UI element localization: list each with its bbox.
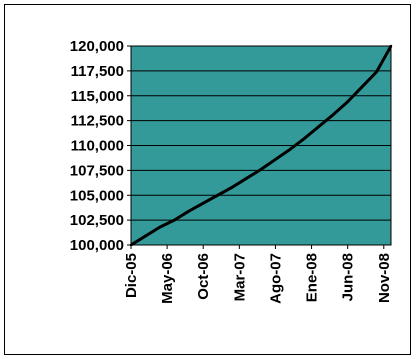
y-tick-label: 112,500 (71, 113, 124, 130)
x-axis-ticks: Dic-05 May-06 Oct-06 Mar-07 Ago-07 Ene-08 Jun-… (123, 245, 393, 304)
data-point (129, 243, 133, 247)
x-tick-label: Dic-05 (123, 253, 140, 298)
data-point (259, 168, 263, 171)
data-point (158, 225, 162, 229)
data-point (360, 85, 364, 88)
data-point (187, 209, 190, 213)
series-layer (129, 44, 393, 247)
data-point (245, 177, 248, 180)
x-tick-label: Jun-08 (340, 253, 357, 301)
x-tick-label: Nov-08 (376, 253, 393, 303)
data-point (274, 158, 277, 161)
y-tick-label: 102,500 (70, 212, 124, 229)
data-point (346, 100, 349, 103)
x-tick-label: Ago-07 (267, 253, 284, 304)
data-point (389, 44, 393, 48)
data-point (173, 218, 176, 222)
y-tick-label: 107,500 (70, 162, 124, 179)
data-point (216, 194, 219, 197)
x-tick-label: Oct-06 (195, 253, 212, 300)
data-point (202, 202, 205, 205)
x-tick-label: May-06 (159, 253, 176, 304)
y-tick-label: 100,000 (70, 237, 124, 254)
data-point (230, 186, 234, 189)
data-point (332, 113, 335, 116)
x-tick-label: Mar-07 (231, 253, 248, 301)
data-point (303, 137, 306, 140)
y-tick-label: 120,000 (70, 38, 124, 55)
x-tick-label: Ene-08 (304, 253, 321, 302)
y-axis-ticks: 100,000 102,500 105,000 107,500 110,000 112,5… (70, 38, 131, 254)
data-point (288, 148, 292, 151)
y-tick-label: 110,000 (71, 138, 124, 155)
data-point (144, 234, 147, 238)
data-point (317, 125, 320, 128)
y-tick-label: 117,500 (71, 63, 124, 80)
y-tick-label: 115,000 (71, 88, 124, 105)
data-point (375, 70, 378, 74)
y-tick-label: 105,000 (70, 187, 124, 204)
